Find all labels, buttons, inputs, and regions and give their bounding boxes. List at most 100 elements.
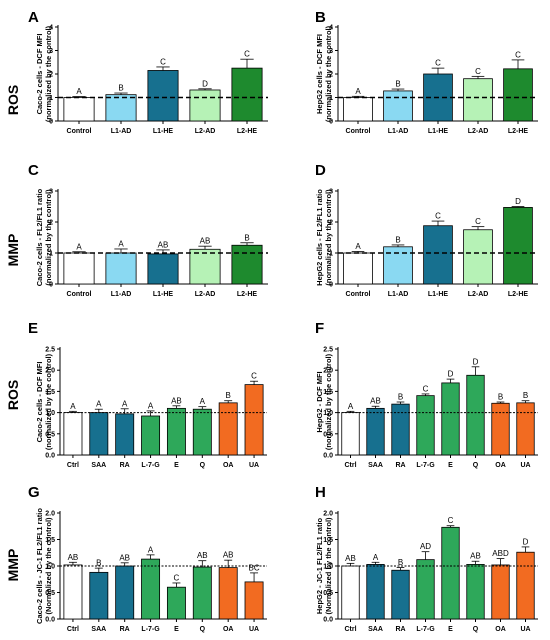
significance-label: AB	[200, 237, 211, 246]
row-label-ros-bottom: ROS	[5, 380, 21, 410]
bar-saa	[89, 571, 109, 620]
row-label: ROS	[5, 380, 21, 410]
category-label: OA	[495, 626, 506, 633]
category-label: Ctrl	[67, 626, 79, 633]
y-tick-label: 2.5	[323, 347, 333, 354]
bar-ra	[391, 403, 410, 456]
category-label: Q	[473, 462, 479, 469]
category-label: OA	[223, 626, 234, 633]
bar-l1-he	[423, 225, 453, 285]
category-label: L-7-G	[141, 462, 160, 469]
panel-h: H HepG2 - JC-1 FL2/FL1 ratio(Normalized b…	[315, 484, 538, 633]
y-tick-label: 2	[49, 72, 53, 79]
category-label: UA	[520, 462, 530, 469]
bar-ua	[516, 551, 535, 620]
significance-label: C	[244, 50, 250, 59]
significance-label: C	[174, 573, 180, 582]
significance-label: D	[473, 357, 479, 366]
significance-label: AB	[470, 552, 481, 561]
y-tick-label: 0.5	[45, 431, 55, 438]
bar-e	[441, 526, 460, 620]
significance-label: B	[96, 559, 101, 568]
category-label: Control	[346, 128, 371, 135]
significance-label: AB	[197, 551, 208, 560]
bar-oa	[491, 402, 510, 456]
y-tick-label: 0.5	[323, 431, 333, 438]
category-label: SAA	[368, 462, 383, 469]
row-label-ros-top: ROS	[5, 85, 21, 115]
significance-label: A	[373, 553, 379, 562]
y-tick-label: 1.5	[45, 389, 55, 396]
category-label: UA	[249, 462, 259, 469]
bar-l1-he	[147, 253, 179, 285]
category-label: L2-AD	[195, 291, 216, 298]
y-axis-label: HepG2 cells - FL2/FL1 ratio(normalized b…	[315, 189, 333, 286]
bar-q	[466, 564, 485, 620]
y-axis-label-line: (normalized by the control)	[324, 353, 333, 450]
bar-l-7-g	[141, 415, 161, 456]
y-tick-label: 3	[49, 189, 53, 196]
bar-l1-he	[147, 70, 179, 122]
y-tick-label: 3	[329, 48, 333, 55]
y-axis-label-line: Caco-2 cells - JC-1 FL2/FL1 ratio	[35, 508, 44, 624]
y-tick-label: 1	[329, 95, 333, 102]
y-axis-label-line: (Normalized by the control)	[324, 517, 333, 615]
panel-letter: F	[315, 320, 324, 337]
bar-l-7-g	[416, 559, 435, 620]
y-tick-label: 0.0	[323, 453, 333, 460]
y-tick-label: 0.0	[45, 617, 55, 624]
category-label: L1-AD	[388, 291, 409, 298]
significance-label: AB	[345, 554, 356, 563]
bar-oa	[218, 402, 238, 456]
category-label: SAA	[91, 462, 106, 469]
bar-l1-ad	[105, 94, 137, 122]
bar-e	[166, 586, 186, 620]
y-tick-label: 0	[329, 119, 333, 126]
significance-label: B	[395, 80, 400, 89]
bar-oa	[218, 567, 238, 620]
category-label: L2-AD	[468, 128, 489, 135]
y-tick-label: 2.0	[45, 368, 55, 375]
y-tick-label: 2	[49, 220, 53, 227]
significance-label: A	[348, 402, 354, 411]
category-label: L-7-G	[416, 462, 435, 469]
y-tick-label: 4	[49, 25, 53, 32]
y-tick-label: 1.5	[323, 389, 333, 396]
bar-l1-ad	[383, 90, 413, 122]
significance-label: AB	[223, 551, 234, 560]
panel-e: E Caco-2 cells - DCF MFI(normalized by th…	[28, 320, 267, 469]
category-label: L1-HE	[153, 128, 174, 135]
y-tick-label: 0.0	[323, 617, 333, 624]
significance-label: AB	[171, 396, 182, 405]
panel-letter: C	[28, 162, 39, 179]
y-tick-label: 2	[329, 220, 333, 227]
row-label-mmp-top: MMP	[5, 234, 21, 267]
significance-label: AB	[68, 553, 79, 562]
significance-label: BC	[249, 563, 260, 572]
category-label: Control	[67, 291, 92, 298]
significance-label: ABD	[492, 549, 509, 558]
y-axis-label: Caco-2 cells - DCF MFI(normalized by the…	[35, 353, 53, 450]
bar-ctrl	[63, 412, 83, 456]
significance-label: B	[398, 558, 403, 567]
significance-label: A	[355, 87, 361, 96]
y-axis-label-line: (normalized by the control)	[44, 189, 53, 286]
y-tick-label: 2.5	[45, 347, 55, 354]
bar-q	[192, 566, 212, 620]
category-label: L2-AD	[195, 128, 216, 135]
bar-e	[166, 407, 186, 456]
significance-label: A	[76, 87, 82, 96]
category-label: E	[448, 626, 453, 633]
category-label: E	[174, 462, 179, 469]
row-label: MMP	[5, 549, 21, 582]
category-label: L1-HE	[428, 291, 449, 298]
bar-ra	[391, 569, 410, 620]
category-label: L2-HE	[237, 291, 258, 298]
category-label: L1-AD	[111, 128, 132, 135]
y-tick-label: 0	[49, 282, 53, 289]
bar-l2-he	[231, 244, 263, 285]
y-tick-label: 0.5	[45, 590, 55, 597]
y-tick-label: 2.0	[323, 511, 333, 518]
